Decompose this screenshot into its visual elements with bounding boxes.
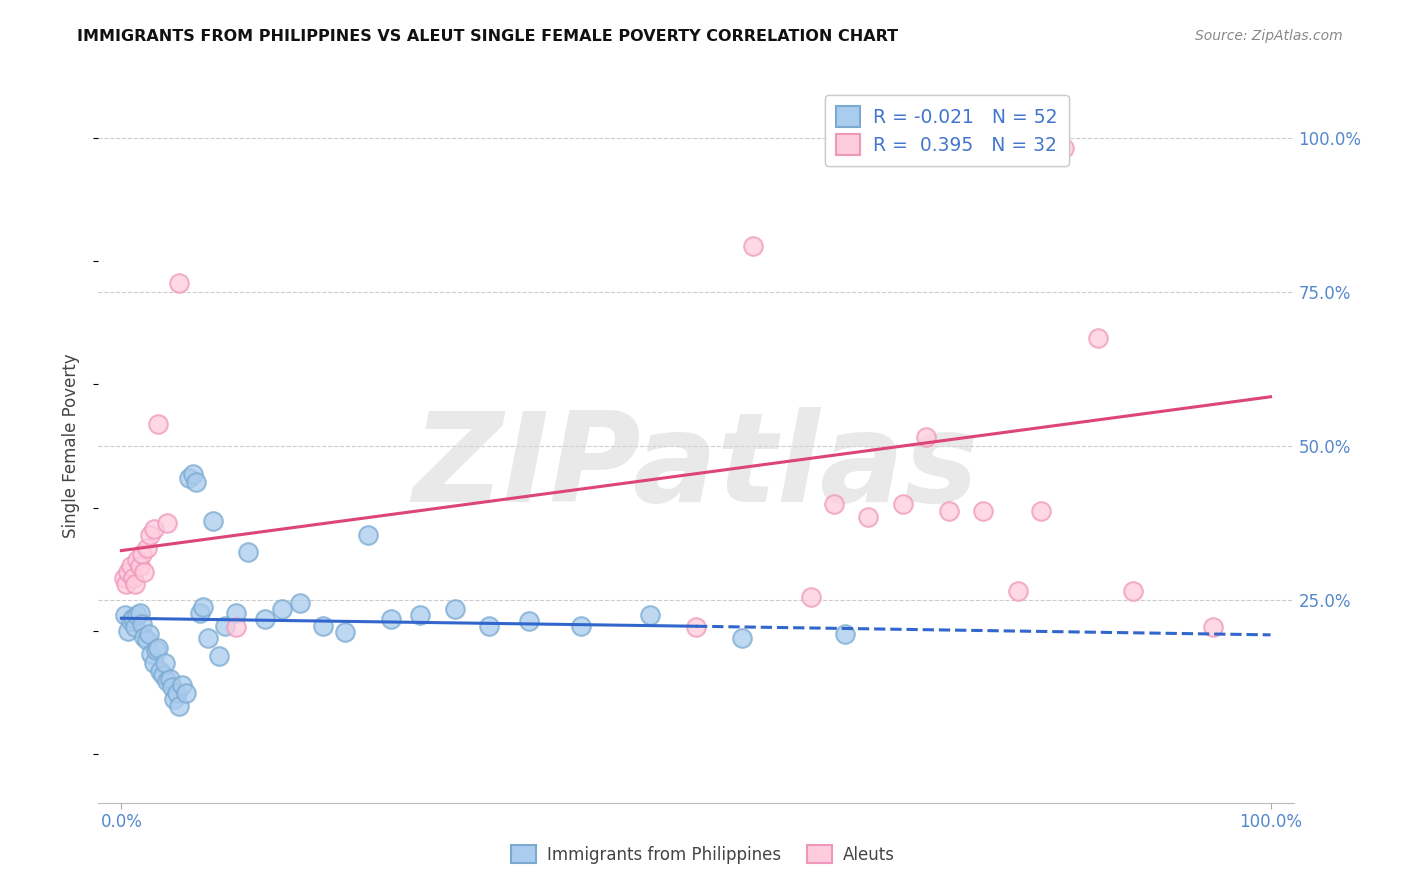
Point xyxy=(638,608,661,623)
Point xyxy=(115,577,138,591)
Point xyxy=(685,620,707,634)
Point xyxy=(731,631,754,645)
Point xyxy=(742,239,765,253)
Point xyxy=(127,553,149,567)
Point xyxy=(163,692,186,706)
Point xyxy=(1122,583,1144,598)
Point xyxy=(858,509,880,524)
Point xyxy=(167,698,190,713)
Point xyxy=(1053,141,1076,155)
Point xyxy=(138,626,160,640)
Point xyxy=(148,417,170,432)
Point xyxy=(800,590,823,604)
Point xyxy=(225,620,247,634)
Point xyxy=(131,617,153,632)
Point xyxy=(208,649,231,664)
Point xyxy=(128,607,150,621)
Point xyxy=(134,565,156,579)
Point xyxy=(972,503,994,517)
Point xyxy=(891,498,914,512)
Point xyxy=(478,618,501,632)
Point xyxy=(409,608,432,623)
Point xyxy=(288,596,311,610)
Y-axis label: Single Female Poverty: Single Female Poverty xyxy=(62,354,80,538)
Point xyxy=(153,656,176,670)
Point xyxy=(149,664,172,678)
Point xyxy=(174,686,197,700)
Point xyxy=(197,631,219,645)
Point xyxy=(145,643,167,657)
Text: Source: ZipAtlas.com: Source: ZipAtlas.com xyxy=(1195,29,1343,44)
Point xyxy=(112,571,135,585)
Point xyxy=(117,565,139,579)
Point xyxy=(225,607,247,621)
Point xyxy=(1007,583,1029,598)
Point xyxy=(191,600,214,615)
Point xyxy=(202,514,225,528)
Point xyxy=(156,516,179,530)
Point xyxy=(335,624,357,639)
Point xyxy=(122,571,145,585)
Legend: Immigrants from Philippines, Aleuts: Immigrants from Philippines, Aleuts xyxy=(505,838,901,871)
Point xyxy=(135,541,157,555)
Text: ZIPatlas: ZIPatlas xyxy=(413,407,979,528)
Point xyxy=(1029,503,1052,517)
Point xyxy=(131,547,153,561)
Point xyxy=(914,430,936,444)
Legend: R = -0.021   N = 52, R =  0.395   N = 32: R = -0.021 N = 52, R = 0.395 N = 32 xyxy=(824,95,1069,166)
Point xyxy=(127,608,149,623)
Point xyxy=(167,276,190,290)
Point xyxy=(823,498,845,512)
Point xyxy=(135,632,157,647)
Point xyxy=(1202,620,1225,634)
Point xyxy=(184,475,207,489)
Point xyxy=(271,602,294,616)
Point xyxy=(834,626,856,640)
Point xyxy=(134,630,156,644)
Point xyxy=(142,522,165,536)
Point xyxy=(517,615,540,629)
Point xyxy=(117,624,139,638)
Point xyxy=(380,612,402,626)
Point xyxy=(236,545,259,559)
Point xyxy=(172,678,194,692)
Point xyxy=(148,640,170,655)
Point xyxy=(159,672,181,686)
Point xyxy=(120,558,142,573)
Point xyxy=(569,618,592,632)
Point xyxy=(311,618,333,632)
Point xyxy=(122,611,145,625)
Point xyxy=(443,602,465,616)
Point xyxy=(152,668,174,682)
Point xyxy=(181,467,204,481)
Point xyxy=(141,647,163,661)
Point xyxy=(1087,331,1109,345)
Point xyxy=(938,503,960,517)
Point xyxy=(142,656,165,670)
Point xyxy=(188,607,211,621)
Point xyxy=(114,608,136,623)
Point xyxy=(179,471,201,485)
Point xyxy=(128,558,150,573)
Point xyxy=(120,615,142,629)
Point xyxy=(254,612,277,626)
Point xyxy=(156,673,179,688)
Point xyxy=(357,528,380,542)
Point xyxy=(124,577,146,591)
Point xyxy=(160,680,183,694)
Point xyxy=(139,528,162,542)
Point xyxy=(166,686,188,700)
Point xyxy=(124,620,146,634)
Point xyxy=(214,618,236,632)
Text: IMMIGRANTS FROM PHILIPPINES VS ALEUT SINGLE FEMALE POVERTY CORRELATION CHART: IMMIGRANTS FROM PHILIPPINES VS ALEUT SIN… xyxy=(77,29,898,45)
